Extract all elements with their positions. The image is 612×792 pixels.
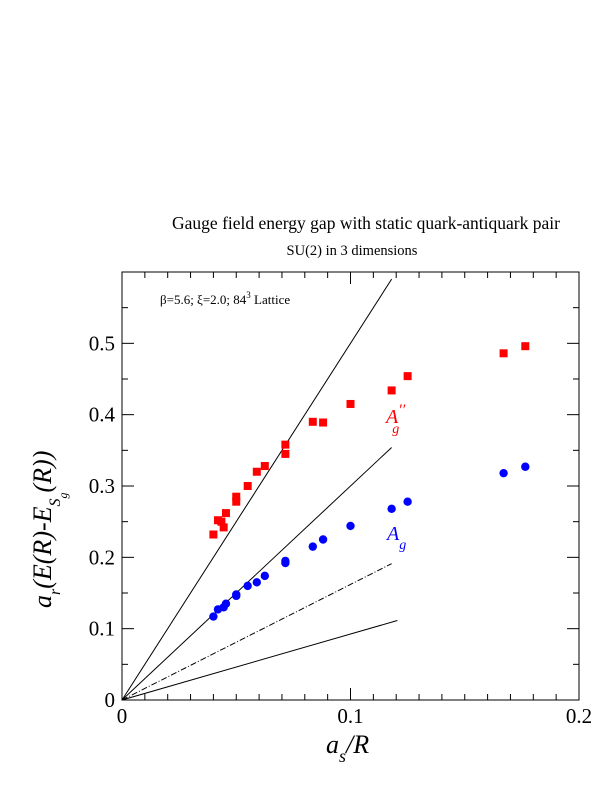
- series-label-a2-sub: g: [392, 422, 399, 437]
- marker-square: [281, 449, 290, 458]
- axis-ticks: [121, 271, 580, 701]
- reference-line-4: [121, 620, 398, 701]
- marker-circle: [260, 571, 270, 581]
- marker-circle: [499, 468, 508, 478]
- marker-square: [281, 440, 290, 449]
- x-axis-label: as/R: [326, 730, 369, 766]
- y-label-subsub: g: [56, 492, 70, 498]
- data-markers: [209, 342, 530, 621]
- x-tick-label: 0.1: [337, 704, 363, 728]
- marker-square: [221, 509, 230, 518]
- annotation-prefix: β=5.6; ξ=2.0; 84: [160, 292, 247, 307]
- y-tick-label: 0: [105, 688, 116, 712]
- y-label-pre-sub: r: [47, 588, 64, 595]
- series-label-ag-main: A: [385, 523, 400, 545]
- marker-circle: [403, 497, 412, 506]
- chart-subtitle: SU(2) in 3 dimensions: [287, 243, 418, 259]
- marker-square: [346, 399, 355, 408]
- y-tick-label: 0.2: [89, 545, 115, 569]
- marker-circle: [521, 462, 530, 471]
- y-label-sub: S: [47, 498, 64, 506]
- series-label-a-g: Ag: [385, 523, 406, 553]
- marker-square: [219, 523, 228, 532]
- y-label-post: (R)): [28, 451, 57, 493]
- x-label-main: a: [326, 730, 339, 759]
- series-label-ag-sub: g: [399, 538, 406, 553]
- series-label-a2-main: A: [384, 406, 399, 428]
- marker-circle: [209, 612, 218, 621]
- marker-square: [521, 342, 530, 351]
- marker-square: [387, 386, 396, 395]
- x-tick-label: 0.2: [566, 704, 592, 728]
- marker-square: [260, 462, 269, 471]
- y-tick-labels: 0 0.1 0.2 0.3 0.4 0.5: [89, 331, 116, 712]
- x-label-rest: /R: [344, 730, 369, 759]
- reference-line-3: [121, 563, 392, 701]
- marker-circle: [221, 599, 231, 608]
- marker-circle: [232, 590, 241, 599]
- annotation-suffix: Lattice: [251, 292, 291, 307]
- x-tick-labels: 0 0.1 0.2: [117, 704, 592, 728]
- reference-line-1: [121, 278, 393, 701]
- x-tick-label: 0: [117, 704, 128, 728]
- marker-square: [403, 372, 412, 381]
- y-label-pre: a: [28, 595, 57, 608]
- annotation-superscript: 3: [246, 290, 251, 300]
- marker-square: [499, 349, 508, 358]
- marker-circle: [318, 535, 328, 544]
- marker-circle: [387, 504, 396, 514]
- chart-title: Gauge field energy gap with static quark…: [172, 213, 560, 233]
- y-axis-label: ar(E(R)-ESg(R)): [28, 451, 70, 608]
- y-tick-label: 0.3: [89, 474, 115, 498]
- marker-circle: [252, 578, 262, 587]
- y-tick-label: 0.1: [89, 617, 115, 641]
- marker-circle: [346, 521, 355, 531]
- y-tick-label: 0.4: [89, 403, 116, 427]
- marker-circle: [308, 542, 317, 551]
- marker-square: [209, 530, 218, 539]
- x-label-sub: s: [339, 746, 346, 766]
- reference-line-2: [121, 447, 392, 701]
- y-label-mid: (E(R)-E: [28, 506, 57, 588]
- reference-lines: [121, 278, 398, 701]
- marker-square: [252, 467, 261, 476]
- marker-square: [232, 497, 241, 506]
- marker-circle: [281, 556, 290, 566]
- series-label-a-double-prime-g: A′′ g: [384, 402, 406, 437]
- marker-square: [243, 482, 252, 490]
- marker-circle: [243, 581, 252, 591]
- lattice-annotation: β=5.6; ξ=2.0; 843 Lattice: [160, 290, 290, 307]
- y-tick-label: 0.5: [89, 331, 115, 355]
- marker-square: [217, 517, 226, 526]
- marker-square: [232, 492, 241, 501]
- marker-square: [319, 418, 328, 427]
- series-label-a2-prime: ′′: [398, 402, 406, 419]
- marker-square: [308, 417, 317, 426]
